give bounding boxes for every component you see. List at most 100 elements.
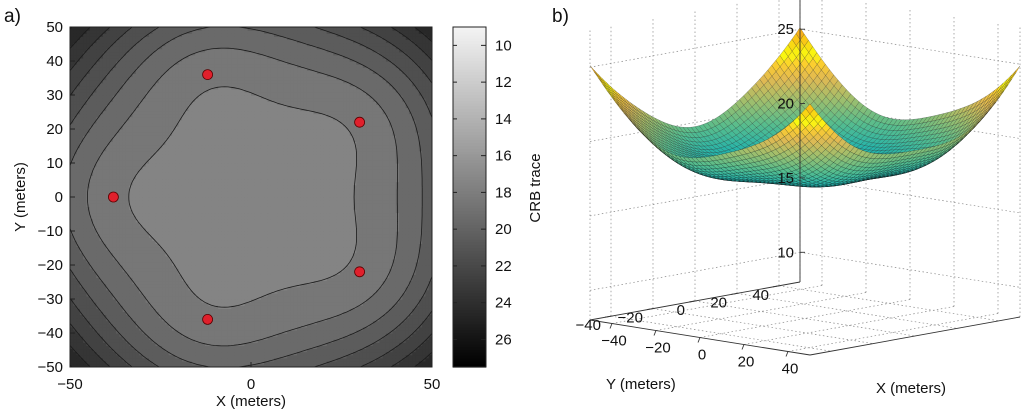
contour-cell: [267, 339, 272, 343]
contour-cell: [122, 354, 127, 359]
contour-cell: [119, 326, 124, 331]
contour-cell: [329, 308, 334, 312]
contour-cell: [89, 311, 94, 316]
contour-cell: [237, 333, 242, 337]
contour-cell: [112, 360, 117, 365]
contour-cell: [362, 314, 367, 319]
contour-cell: [99, 363, 104, 367]
contour-cell: [267, 351, 272, 356]
contour-cell: [99, 299, 104, 303]
contour-cell: [188, 351, 193, 356]
contour-cell: [112, 363, 117, 367]
contour-cell: [152, 317, 157, 322]
contour-cell: [280, 363, 285, 367]
contour-cell: [201, 348, 206, 353]
contour-cell: [349, 311, 354, 316]
contour-cell: [333, 317, 338, 322]
contour-cell: [306, 363, 311, 367]
contour-cell: [168, 299, 173, 303]
contour-cell: [280, 317, 285, 322]
contour-cell: [165, 333, 170, 337]
contour-cell: [257, 360, 262, 365]
contour-cell: [99, 305, 104, 309]
contour-cell: [402, 329, 407, 334]
contour-cell: [254, 348, 259, 353]
contour-cell: [372, 323, 377, 328]
contour-cell: [231, 317, 236, 322]
contour-cell: [116, 339, 120, 343]
contour-cell: [274, 308, 278, 312]
contour-cell: [320, 351, 324, 356]
contour-cell: [152, 305, 157, 309]
contour-cell: [155, 345, 160, 350]
contour-cell: [287, 314, 292, 319]
contour-cell: [231, 336, 236, 340]
contour-cell: [241, 360, 246, 365]
contour-cell: [172, 363, 176, 367]
contour-cell: [329, 320, 334, 325]
contour-cell: [408, 299, 413, 303]
contour-cell: [165, 351, 170, 356]
contour-cell: [376, 360, 380, 365]
contour-cell: [412, 305, 417, 309]
contour-cell: [122, 323, 127, 328]
contour-cell: [303, 311, 308, 316]
contour-cell: [125, 339, 130, 343]
contour-cell: [237, 299, 242, 303]
contour-cell: [382, 342, 387, 346]
contour-cell: [428, 329, 432, 334]
contour-cell: [343, 323, 348, 328]
contour-cell: [366, 342, 371, 346]
contour-cell: [428, 314, 432, 319]
contour-cell: [181, 336, 186, 340]
contour-cell: [89, 326, 94, 331]
contour-cell: [106, 348, 111, 353]
contour-cell: [418, 308, 423, 312]
contour-cell: [310, 357, 315, 362]
contour-cell: [86, 342, 91, 346]
contour-cell: [152, 323, 157, 328]
contour-cell: [306, 354, 311, 359]
contour-cell: [234, 354, 239, 359]
contour-cell: [346, 329, 351, 334]
contour-cell: [119, 295, 124, 300]
contour-cell: [70, 363, 74, 367]
contour-cell: [303, 302, 308, 306]
contour-cell: [129, 333, 134, 337]
contour-cell: [89, 305, 94, 309]
contour-cell: [145, 295, 150, 300]
contour-cell: [83, 357, 88, 362]
contour-cell: [96, 314, 101, 319]
contour-cell: [129, 339, 134, 343]
contour-cell: [320, 299, 324, 303]
contour-cell: [135, 357, 140, 362]
contour-cell: [402, 354, 407, 359]
contour-cell: [412, 320, 417, 325]
contour-cell: [283, 357, 288, 362]
contour-cell: [178, 305, 183, 309]
contour-cell: [158, 339, 163, 343]
contour-cell: [211, 295, 216, 300]
contour-cell: [237, 323, 242, 328]
contour-cell: [86, 339, 91, 343]
contour-cell: [382, 302, 387, 306]
contour-cell: [402, 363, 407, 367]
contour-cell: [241, 348, 246, 353]
contour-cell: [201, 333, 206, 337]
contour-cell: [329, 345, 334, 350]
contour-cell: [359, 336, 364, 340]
contour-cell: [267, 317, 272, 322]
contour-cell: [369, 323, 374, 328]
contour-cell: [79, 299, 84, 303]
contour-cell: [168, 342, 173, 346]
contour-cell: [214, 329, 219, 334]
contour-cell: [395, 329, 400, 334]
contour-cell: [99, 348, 104, 353]
contour-cell: [353, 333, 357, 337]
contour-cell: [208, 345, 213, 350]
contour-cell: [274, 357, 278, 362]
contour-cell: [366, 326, 371, 331]
contour-cell: [379, 345, 384, 350]
contour-cell: [231, 299, 236, 303]
contour-cell: [201, 360, 206, 365]
